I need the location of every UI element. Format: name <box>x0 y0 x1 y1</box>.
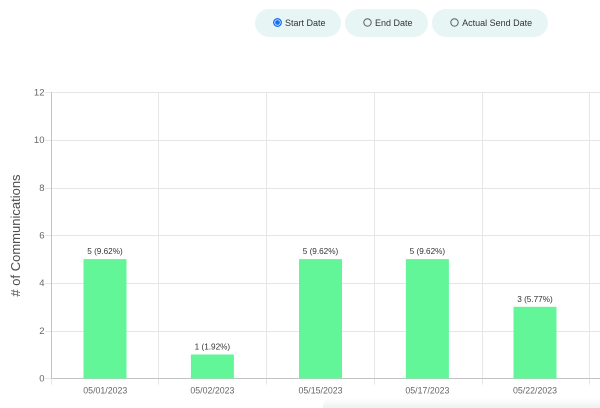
svg-text:6: 6 <box>39 231 44 242</box>
svg-text:8: 8 <box>39 183 44 194</box>
svg-text:05/02/2023: 05/02/2023 <box>190 385 234 395</box>
svg-text:3 (5.77%): 3 (5.77%) <box>517 295 553 304</box>
svg-text:05/17/2023: 05/17/2023 <box>405 385 449 395</box>
svg-text:05/01/2023: 05/01/2023 <box>83 385 127 395</box>
svg-text:05/22/2023: 05/22/2023 <box>513 385 557 395</box>
svg-text:1 (1.92%): 1 (1.92%) <box>195 343 231 352</box>
svg-text:0: 0 <box>39 374 44 385</box>
svg-text:5 (9.62%): 5 (9.62%) <box>87 247 123 256</box>
svg-text:10: 10 <box>34 135 45 146</box>
svg-text:5 (9.62%): 5 (9.62%) <box>410 247 446 256</box>
svg-text:4: 4 <box>39 278 44 289</box>
svg-text:# of Communications: # of Communications <box>8 174 23 297</box>
svg-text:2: 2 <box>39 326 44 337</box>
svg-text:5 (9.62%): 5 (9.62%) <box>303 247 339 256</box>
svg-text:05/15/2023: 05/15/2023 <box>298 385 342 395</box>
svg-text:12: 12 <box>34 88 45 99</box>
